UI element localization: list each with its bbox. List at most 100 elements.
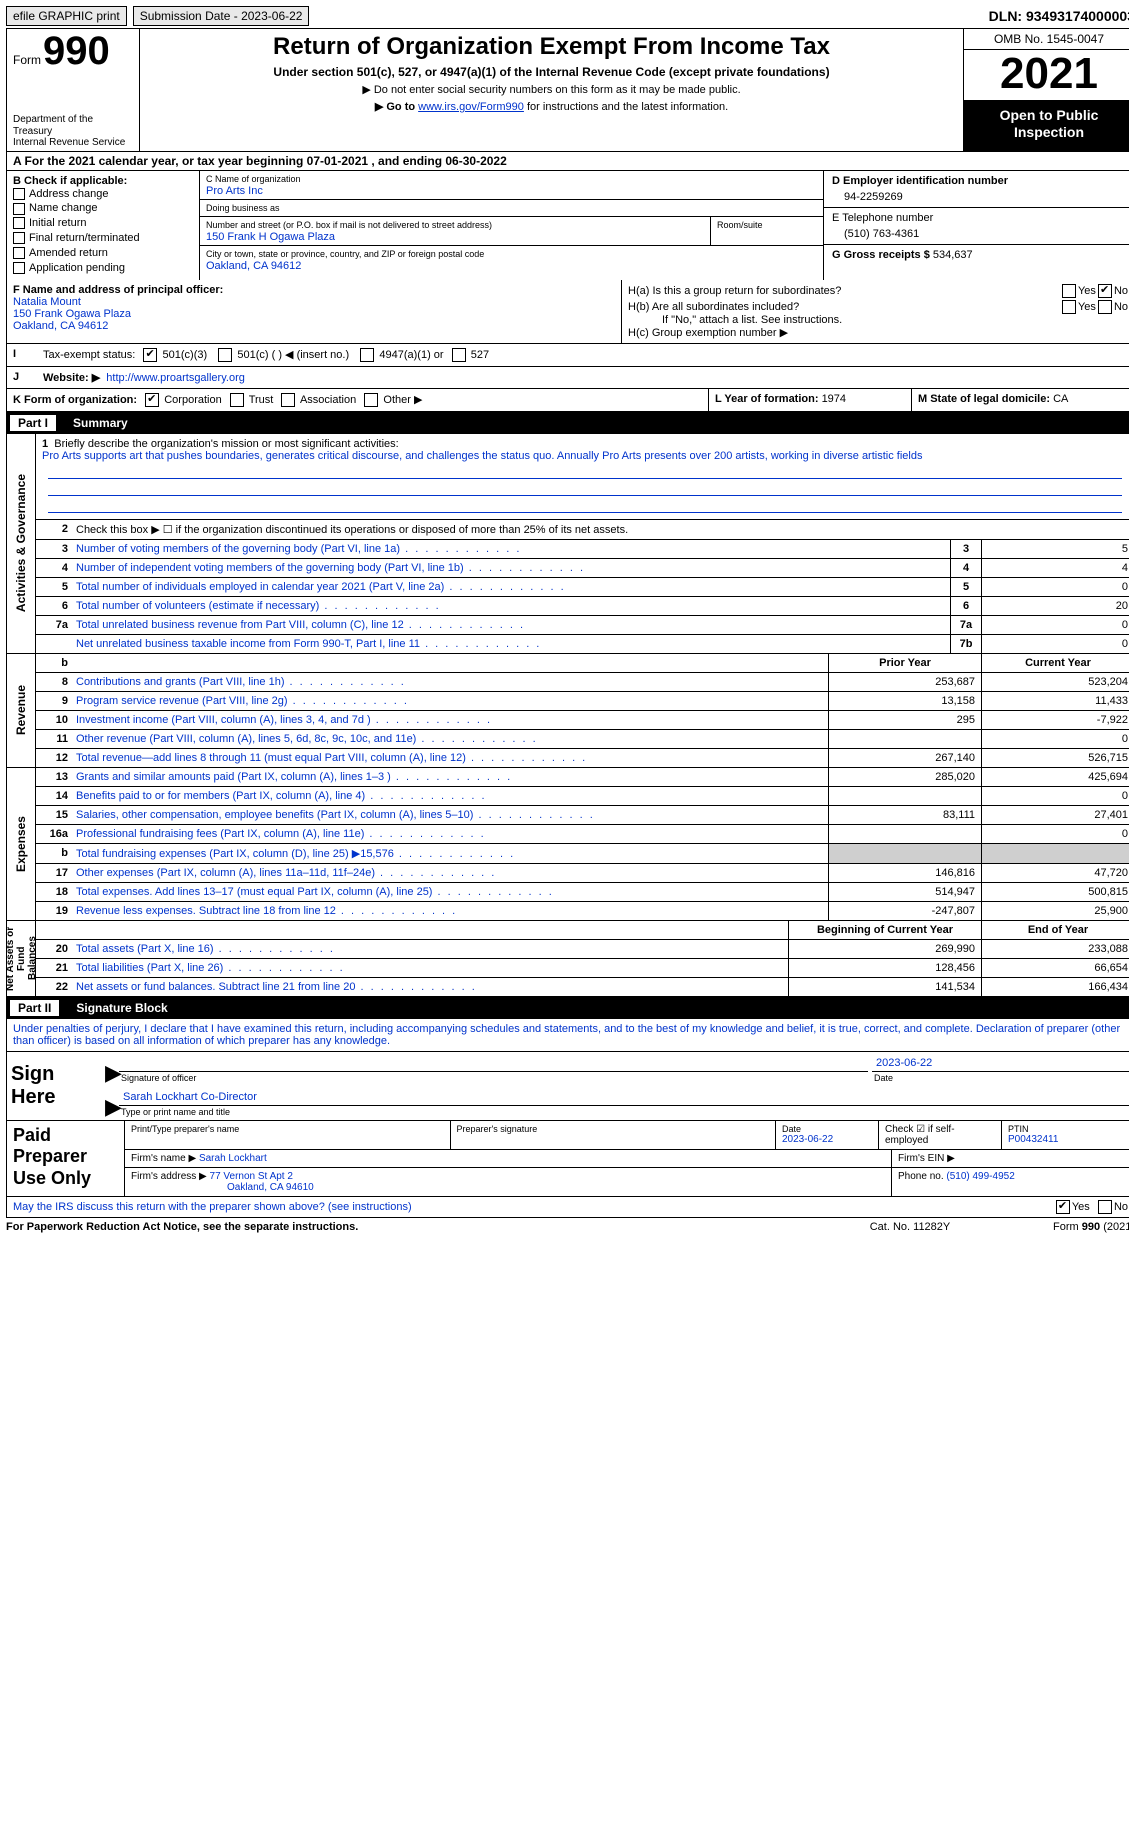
dln-label: DLN: 93493174000003 — [989, 8, 1129, 24]
officer-signature-line[interactable] — [119, 1045, 868, 1072]
part-ii-title: Signature Block — [76, 1001, 167, 1015]
netassets-vertical-label: Net Assets or Fund Balances — [3, 921, 40, 996]
bcd-block: B Check if applicable: Address change Na… — [6, 171, 1129, 280]
trust-checkbox[interactable] — [230, 393, 244, 407]
self-employed-check[interactable]: Check ☑ if self-employed — [885, 1124, 955, 1146]
ptin-label: PTIN — [1008, 1124, 1128, 1134]
irs-discuss-row: May the IRS discuss this return with the… — [6, 1197, 1129, 1218]
check-initial-return[interactable]: Initial return — [13, 216, 193, 231]
table-row: 21Total liabilities (Part X, line 26)128… — [36, 959, 1129, 978]
check-amended-return[interactable]: Amended return — [13, 246, 193, 261]
signature-date-line[interactable]: 2023-06-22 — [872, 1045, 1129, 1072]
officer-printed-name: Sarah Lockhart Co-Director — [123, 1091, 257, 1103]
firm-name-label: Firm's name ▶ — [131, 1153, 196, 1164]
irs-link[interactable]: www.irs.gov/Form990 — [418, 101, 524, 113]
telephone-label: E Telephone number — [832, 212, 1126, 224]
open-to-public: Open to Public Inspection — [964, 101, 1129, 151]
mission-line — [48, 464, 1122, 479]
hc-label: H(c) Group exemption number ▶ — [628, 326, 1128, 339]
city-label: City or town, state or province, country… — [206, 249, 484, 259]
row-i-label: I — [7, 344, 37, 366]
table-row: 8Contributions and grants (Part VIII, li… — [36, 673, 1129, 692]
table-row: 16aProfessional fundraising fees (Part I… — [36, 825, 1129, 844]
submission-date-button[interactable]: Submission Date - 2023-06-22 — [133, 6, 310, 26]
corp-checkbox[interactable] — [145, 393, 159, 407]
check-address-change[interactable]: Address change — [13, 187, 193, 202]
discuss-no-checkbox[interactable] — [1098, 1200, 1112, 1214]
ag-vertical-label: Activities & Governance — [12, 470, 30, 616]
4947-checkbox[interactable] — [360, 348, 374, 362]
check-final-return[interactable]: Final return/terminated — [13, 231, 193, 246]
table-row: bTotal fundraising expenses (Part IX, co… — [36, 844, 1129, 864]
end-year-header: End of Year — [981, 921, 1129, 939]
firm-phone-label: Phone no. — [898, 1171, 946, 1182]
assoc-checkbox[interactable] — [281, 393, 295, 407]
firm-city: Oakland, CA 94610 — [227, 1182, 314, 1193]
firm-addr: 77 Vernon St Apt 2 — [210, 1171, 293, 1182]
room-label: Room/suite — [717, 220, 763, 230]
street-value: 150 Frank H Ogawa Plaza — [206, 231, 335, 243]
mission-label: Briefly describe the organization's miss… — [54, 438, 398, 450]
ha-yes-checkbox[interactable] — [1062, 284, 1076, 298]
table-row: 11Other revenue (Part VIII, column (A), … — [36, 730, 1129, 749]
form-org-label: K Form of organization: — [13, 394, 137, 406]
ein-value: 94-2259269 — [832, 187, 1126, 203]
firm-name: Sarah Lockhart — [199, 1153, 267, 1164]
expenses-section: Expenses 13Grants and similar amounts pa… — [6, 768, 1129, 921]
preparer-name-label: Print/Type preparer's name — [131, 1124, 444, 1134]
street-label: Number and street (or P.O. box if mail i… — [206, 220, 492, 230]
form-title: Return of Organization Exempt From Incom… — [148, 33, 955, 61]
officer-name: Natalia Mount — [13, 296, 615, 308]
hb-no-checkbox[interactable] — [1098, 300, 1112, 314]
arrow-icon: ▶ — [105, 1062, 117, 1086]
table-row: 14Benefits paid to or for members (Part … — [36, 787, 1129, 806]
table-row: 19Revenue less expenses. Subtract line 1… — [36, 902, 1129, 920]
mission-line — [48, 498, 1122, 513]
ha-no-checkbox[interactable] — [1098, 284, 1112, 298]
preparer-sig-label: Preparer's signature — [457, 1124, 770, 1134]
501c3-checkbox[interactable] — [143, 348, 157, 362]
other-checkbox[interactable] — [364, 393, 378, 407]
table-row: 7aTotal unrelated business revenue from … — [36, 616, 1129, 635]
efile-print-button[interactable]: efile GRAPHIC print — [6, 6, 127, 26]
year-formation-label: L Year of formation: — [715, 393, 822, 405]
preparer-date: 2023-06-22 — [782, 1134, 833, 1145]
sign-here-label: Sign Here — [7, 1052, 105, 1120]
year-formation-value: 1974 — [822, 393, 846, 405]
form-990-number: 990 — [43, 33, 110, 69]
department-label: Department of the Treasury Internal Reve… — [13, 114, 133, 149]
website-value[interactable]: http://www.proartsgallery.org — [106, 372, 245, 384]
paid-preparer-label: Paid Preparer Use Only — [7, 1121, 125, 1196]
fh-block: F Name and address of principal officer:… — [6, 280, 1129, 344]
hb-yes-checkbox[interactable] — [1062, 300, 1076, 314]
dba-label: Doing business as — [206, 203, 280, 213]
principal-officer-label: F Name and address of principal officer: — [13, 284, 615, 296]
goto-suffix: for instructions and the latest informat… — [524, 101, 728, 113]
527-checkbox[interactable] — [452, 348, 466, 362]
telephone-value: (510) 763-4361 — [832, 224, 1126, 240]
officer-addr1: 150 Frank Ogawa Plaza — [13, 308, 615, 320]
part-i-title: Summary — [73, 416, 128, 430]
officer-name-label: Type or print name and title — [121, 1107, 1129, 1117]
prior-year-header: Prior Year — [828, 654, 981, 672]
part-ii-bar: Part II Signature Block — [6, 997, 1129, 1019]
officer-name-line[interactable]: Sarah Lockhart Co-Director — [119, 1079, 1129, 1106]
catalog-number: Cat. No. 11282Y — [835, 1221, 985, 1233]
expenses-vertical-label: Expenses — [12, 812, 30, 876]
form-prefix: Form — [13, 53, 41, 67]
section-b-heading: B Check if applicable: — [13, 175, 193, 187]
revenue-section: Revenue b Prior Year Current Year 8Contr… — [6, 654, 1129, 768]
check-name-change[interactable]: Name change — [13, 201, 193, 216]
org-name-value: Pro Arts Inc — [206, 185, 263, 197]
arrow-icon: ▶ — [105, 1096, 117, 1120]
gross-receipts-label: G Gross receipts $ — [832, 249, 933, 261]
officer-addr2: Oakland, CA 94612 — [13, 320, 615, 332]
check-application-pending[interactable]: Application pending — [13, 261, 193, 276]
part-i-label: Part I — [9, 414, 57, 432]
ein-label: D Employer identification number — [832, 175, 1126, 187]
state-domicile-value: CA — [1053, 393, 1068, 405]
table-row: 6Total number of volunteers (estimate if… — [36, 597, 1129, 616]
discuss-yes-checkbox[interactable] — [1056, 1200, 1070, 1214]
501c-checkbox[interactable] — [218, 348, 232, 362]
firm-addr-label: Firm's address ▶ — [131, 1171, 207, 1182]
